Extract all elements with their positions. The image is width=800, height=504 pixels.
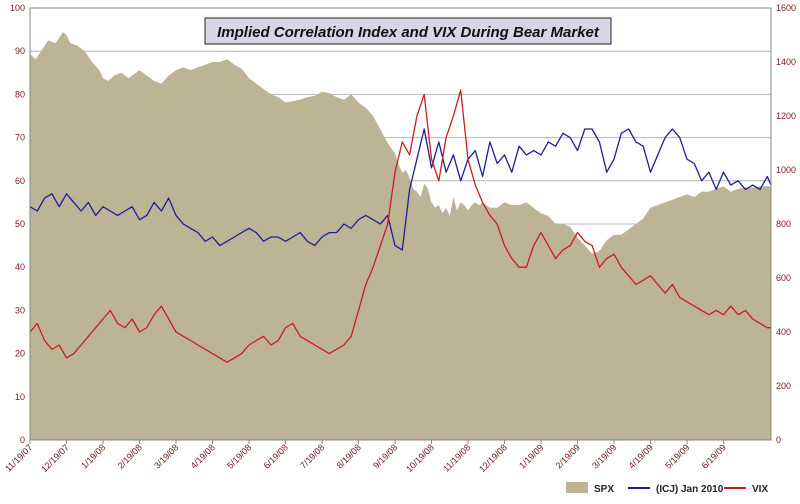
y-tick-label: 60: [15, 176, 25, 186]
y-tick-label: 100: [10, 3, 25, 13]
y-tick-label: 0: [20, 435, 25, 445]
y2-tick-label: 600: [776, 273, 791, 283]
y-tick-label: 50: [15, 219, 25, 229]
legend-label-vix: VIX: [752, 484, 768, 495]
y2-tick-label: 400: [776, 327, 791, 337]
series-spx-area: [30, 32, 771, 441]
y-tick-label: 80: [15, 89, 25, 99]
series-vix-line: [29, 89, 771, 363]
legend-label-icj: (ICJ) Jan 2010: [656, 484, 724, 495]
legend: SPX (ICJ) Jan 2010 VIX: [566, 482, 768, 495]
chart-title: Implied Correlation Index and VIX During…: [217, 24, 600, 41]
y-tick-label: 70: [15, 133, 25, 143]
y2-tick-label: 1600: [776, 3, 796, 13]
y-tick-label: 10: [15, 392, 25, 402]
y2-tick-label: 800: [776, 219, 791, 229]
y2-tick-label: 0: [776, 435, 781, 445]
y2-tick-label: 1000: [776, 165, 796, 175]
y-tick-label: 20: [15, 349, 25, 359]
legend-label-spx: SPX: [594, 484, 614, 495]
y2-tick-label: 1400: [776, 57, 796, 67]
legend-swatch-spx: [566, 482, 588, 493]
plot-area: [29, 32, 772, 441]
y2-tick-label: 1200: [776, 111, 796, 121]
y-tick-label: 30: [15, 305, 25, 315]
y-tick-label: 90: [15, 46, 25, 56]
y-tick-label: 40: [15, 262, 25, 272]
y2-tick-label: 200: [776, 381, 791, 391]
series-icj-line: [29, 128, 772, 251]
chart-title-box: Implied Correlation Index and VIX During…: [204, 17, 612, 45]
plot-border: [29, 7, 772, 441]
